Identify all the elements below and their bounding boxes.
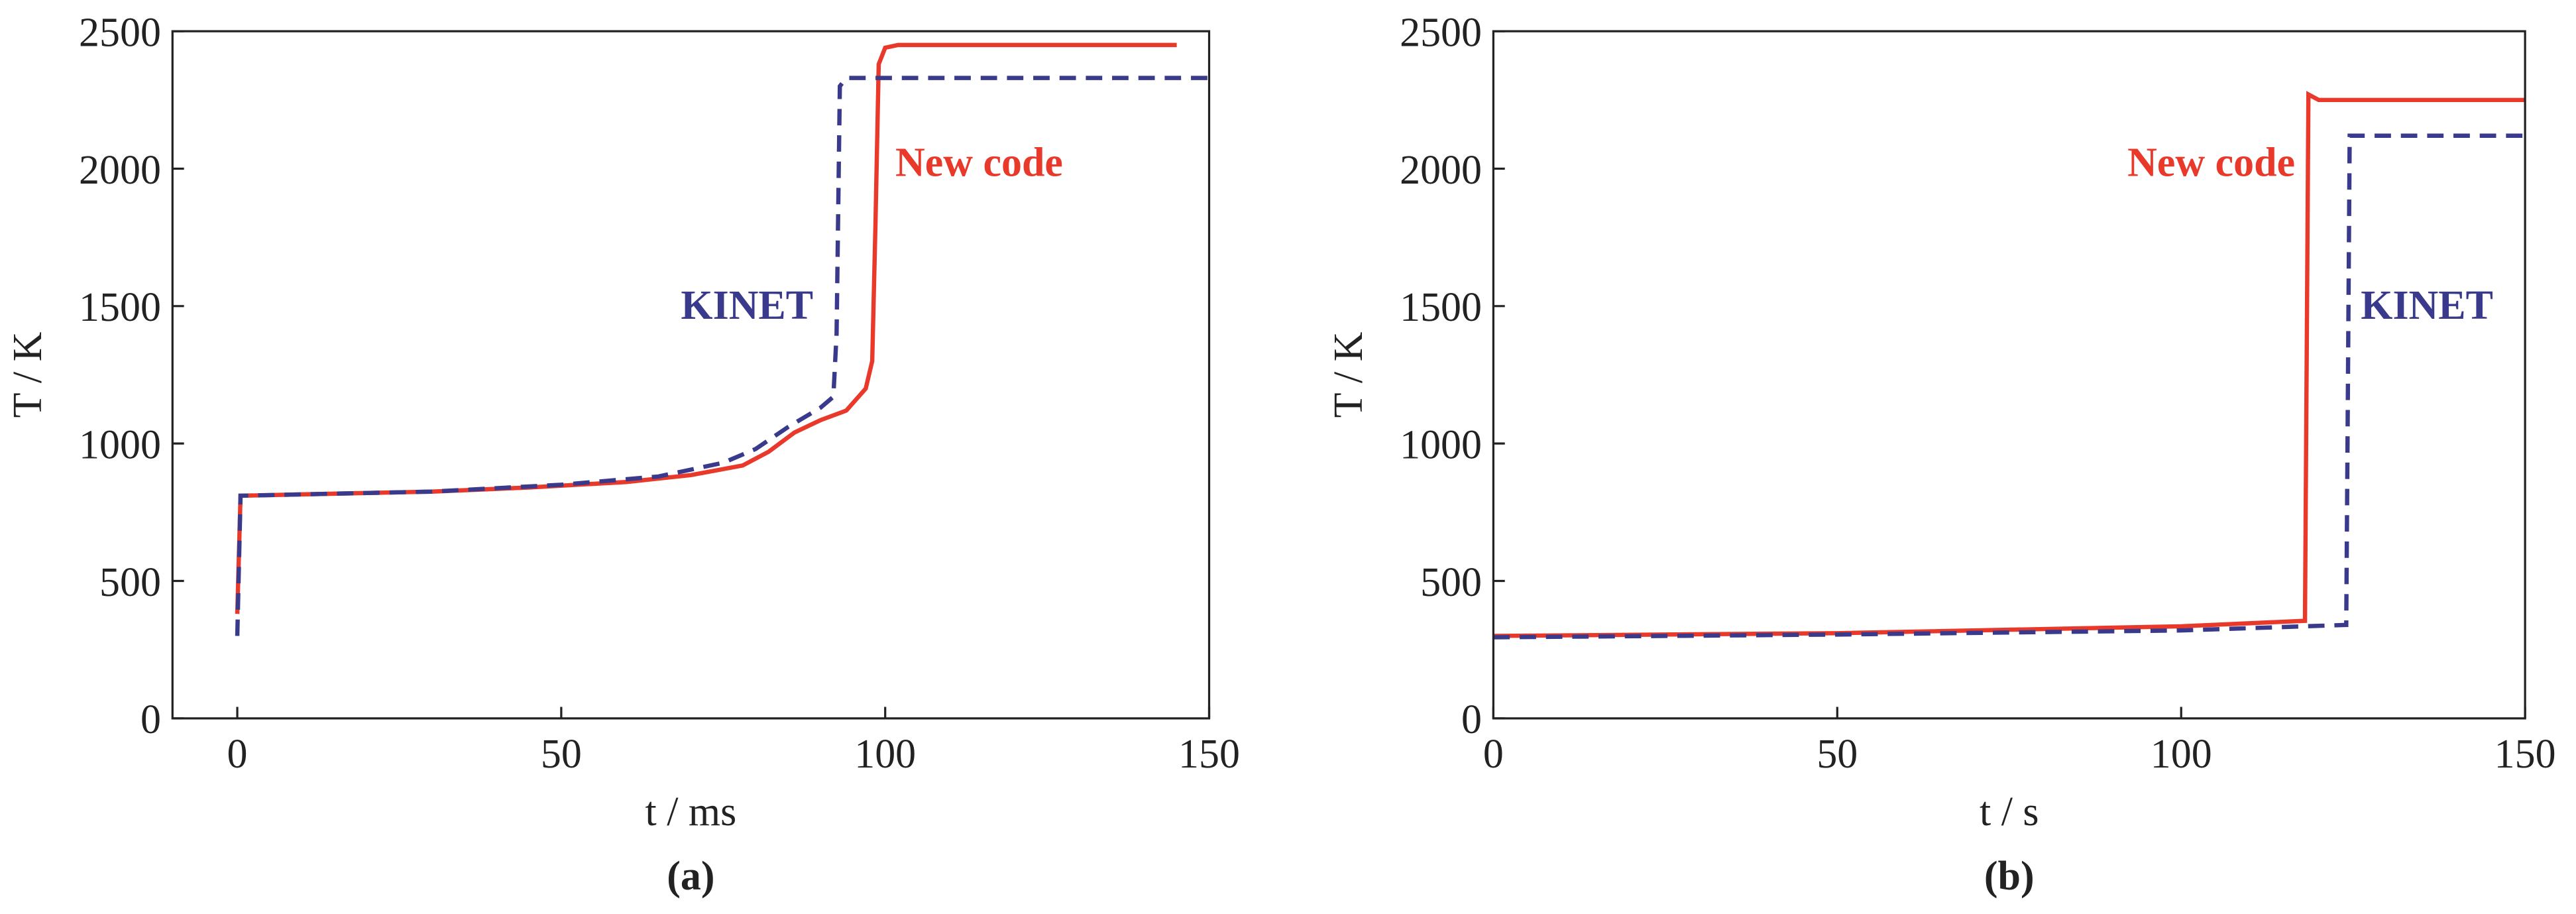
y-axis-label: T / K bbox=[1326, 331, 1371, 418]
x-axis-label: t / ms bbox=[645, 789, 737, 834]
y-tick-label: 1500 bbox=[1400, 285, 1482, 330]
series-label: KINET bbox=[681, 283, 813, 328]
y-tick-label: 500 bbox=[1420, 560, 1482, 605]
x-tick-label: 50 bbox=[541, 732, 582, 777]
y-tick-label: 500 bbox=[99, 560, 161, 605]
x-tick-label: 100 bbox=[2151, 732, 2212, 777]
x-tick-label: 0 bbox=[1483, 732, 1504, 777]
y-tick-label: 1000 bbox=[79, 422, 161, 467]
panel-label: (b) bbox=[1984, 854, 2035, 899]
y-tick-label: 2000 bbox=[79, 148, 161, 193]
series-line bbox=[235, 42, 1177, 614]
series-line bbox=[1493, 133, 2526, 640]
plot-frame bbox=[1492, 30, 2526, 720]
series-label: New code bbox=[895, 140, 1063, 185]
y-tick-label: 1500 bbox=[79, 285, 161, 330]
y-tick-label: 2500 bbox=[79, 10, 161, 55]
x-tick-label: 0 bbox=[227, 732, 248, 777]
plot-frame bbox=[171, 30, 1211, 720]
x-tick-label: 50 bbox=[1817, 732, 1858, 777]
y-tick-label: 2000 bbox=[1400, 148, 1482, 193]
series-line bbox=[235, 76, 1209, 636]
x-tick-label: 150 bbox=[2494, 732, 2556, 777]
y-tick-label: 1000 bbox=[1400, 422, 1482, 467]
y-tick-label: 2500 bbox=[1400, 10, 1482, 55]
x-tick-label: 150 bbox=[1178, 732, 1240, 777]
series-label: KINET bbox=[2361, 283, 2493, 328]
y-tick-label: 0 bbox=[140, 697, 161, 742]
panel-label: (a) bbox=[667, 854, 714, 899]
series-line bbox=[1493, 91, 2526, 638]
x-tick-label: 100 bbox=[854, 732, 916, 777]
series-label: New code bbox=[2127, 140, 2295, 185]
x-axis-label: t / s bbox=[1980, 789, 2039, 834]
y-tick-label: 0 bbox=[1461, 697, 1482, 742]
y-axis-label: T / K bbox=[5, 331, 50, 418]
